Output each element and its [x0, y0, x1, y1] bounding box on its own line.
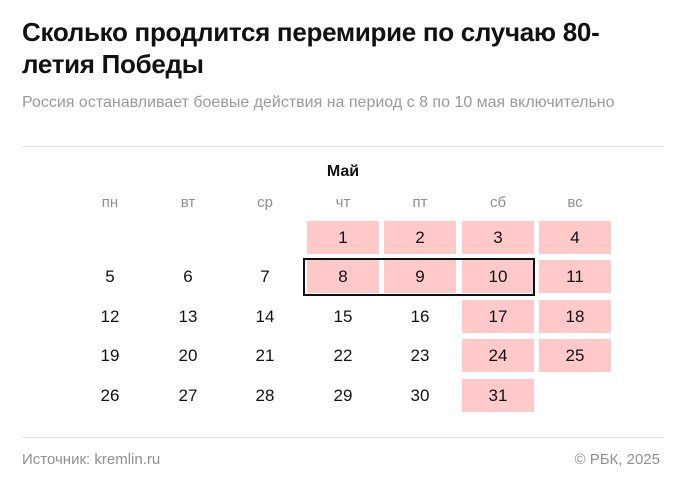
- calendar-day-highlighted: 17: [462, 300, 534, 333]
- calendar-day: 29: [333, 386, 353, 405]
- weekday-label: ср: [257, 194, 273, 211]
- calendar-day: 19: [100, 346, 120, 365]
- calendar-day: 16: [410, 307, 430, 326]
- calendar-day: 7: [260, 267, 270, 286]
- weekday-label: сб: [489, 194, 507, 211]
- month-label: Май: [326, 163, 360, 180]
- calendar-day: 20: [178, 346, 198, 365]
- calendar-day-highlighted: 1: [307, 221, 379, 254]
- weekday-label: пт: [412, 194, 428, 211]
- calendar-day: 14: [255, 307, 275, 326]
- calendar-day-highlighted: 24: [462, 339, 534, 372]
- weekday-label: вс: [567, 194, 583, 211]
- calendar-day-highlighted: 2: [384, 221, 456, 254]
- calendar-day-highlighted: 10: [462, 260, 534, 293]
- top-divider: [22, 146, 664, 147]
- calendar-day: 6: [183, 267, 193, 286]
- page-subtitle: Россия останавливает боевые действия на …: [22, 94, 615, 111]
- calendar-day: 21: [255, 346, 275, 365]
- calendar-day: 23: [410, 346, 430, 365]
- calendar-day: 5: [105, 267, 115, 286]
- calendar-day: 15: [333, 307, 353, 326]
- source-label: Источник: kremlin.ru: [22, 451, 161, 468]
- weekday-label: чт: [335, 194, 351, 211]
- calendar-day-highlighted: 9: [384, 260, 456, 293]
- calendar-day-highlighted: 8: [307, 260, 379, 293]
- calendar-day: 26: [100, 386, 120, 405]
- calendar-day: 28: [255, 386, 275, 405]
- calendar-day: 30: [410, 386, 430, 405]
- calendar-day-highlighted: 25: [539, 339, 611, 372]
- calendar-day-highlighted: 18: [539, 300, 611, 333]
- page-title: Сколько продлится перемирие по случаю 80…: [22, 17, 600, 79]
- copyright-label: © РБК, 2025: [574, 451, 660, 468]
- calendar-day-highlighted: 11: [539, 260, 611, 293]
- calendar-day-highlighted: 3: [462, 221, 534, 254]
- weekday-label: пн: [101, 194, 119, 211]
- calendar-day: 22: [333, 346, 353, 365]
- calendar-day: 27: [178, 386, 198, 405]
- calendar-day: 12: [100, 307, 120, 326]
- calendar-day: 13: [178, 307, 198, 326]
- bottom-divider: [22, 437, 664, 438]
- weekday-label: вт: [180, 194, 196, 211]
- calendar-day-highlighted: 4: [539, 221, 611, 254]
- truce-period-outline: [303, 258, 535, 296]
- calendar-day-highlighted: 31: [462, 379, 534, 412]
